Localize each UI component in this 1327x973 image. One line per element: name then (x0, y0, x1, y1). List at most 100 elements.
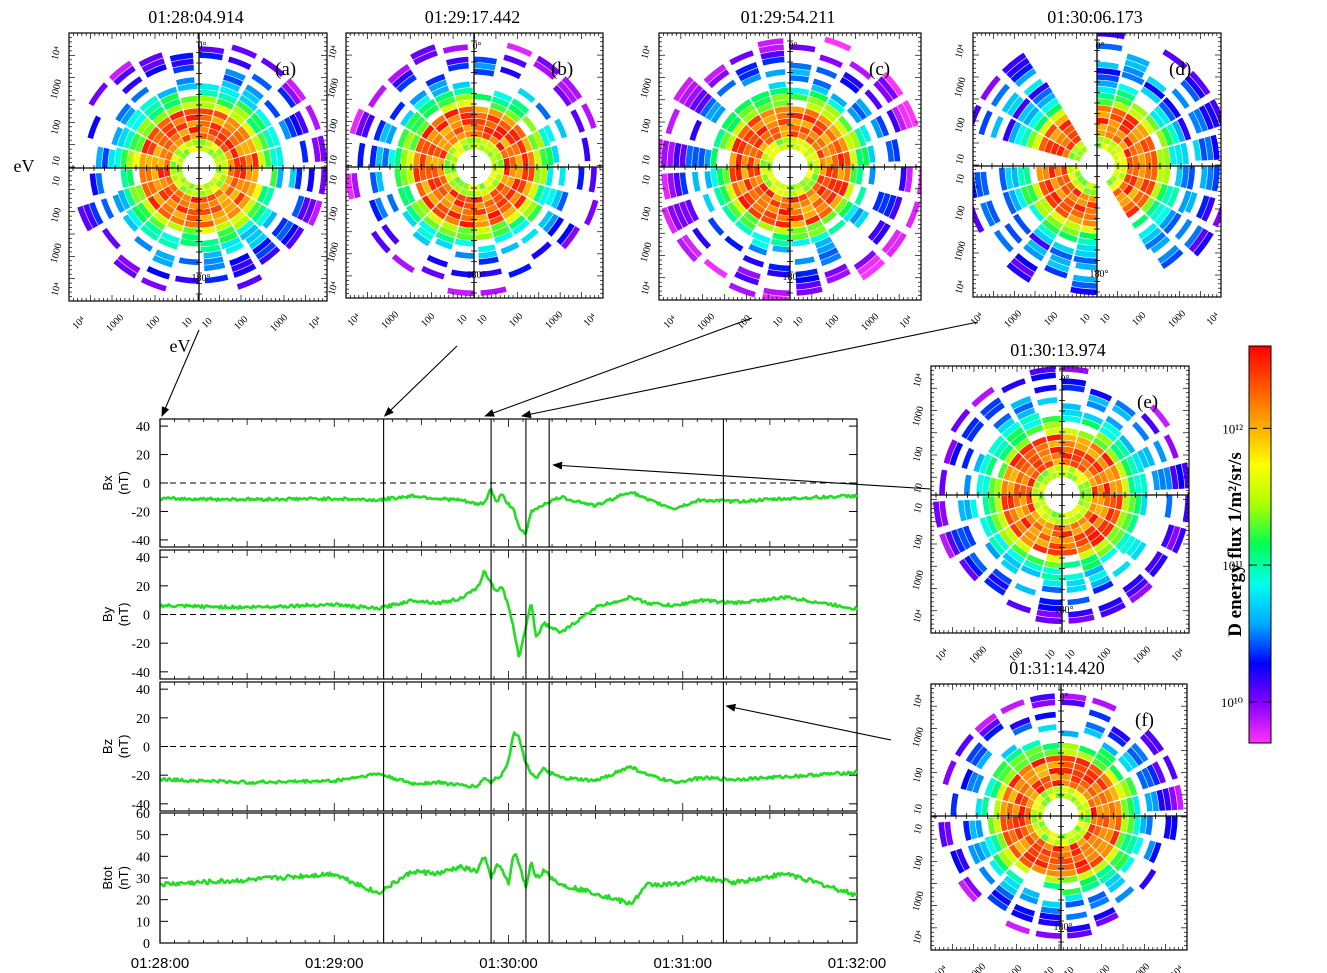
spectrum-cell (251, 135, 263, 152)
spectrum-cell (1154, 206, 1171, 226)
spectrum-cell (1160, 249, 1184, 269)
spectrum-cell (1025, 816, 1032, 826)
spectrum-cell (1127, 476, 1136, 494)
spectrum-cell (1045, 755, 1060, 763)
spectrum-cell (533, 167, 541, 184)
spectrum-cell (1009, 753, 1027, 768)
spectrum-cell (1038, 532, 1051, 542)
spectrum-cell (1100, 843, 1114, 859)
spectrum-cell (1126, 797, 1135, 815)
spectrum-cell (1079, 779, 1091, 790)
spectrum-cell (188, 126, 199, 134)
spectrum-cell (474, 202, 485, 210)
spectrum-cell (1114, 853, 1130, 872)
spectrum-cell (1035, 930, 1061, 939)
spectrum-cell (1048, 166, 1056, 179)
spectrum-cell (434, 90, 454, 103)
spectrum-cell (1054, 113, 1069, 127)
spectrum-cell (1001, 496, 1009, 511)
spectrum-cell (199, 139, 206, 146)
spectrum-cell (1012, 722, 1033, 736)
spectrum-cell (967, 844, 981, 865)
spectrum-cell (1097, 99, 1114, 107)
spectrum-cell (780, 131, 790, 138)
spectrum-cell (755, 175, 764, 185)
polar-spectrum-c (659, 36, 921, 300)
spectrum-cell (373, 119, 387, 141)
spectrum-cell (1097, 86, 1117, 95)
spectrum-cell (242, 198, 256, 214)
spectrum-cell (805, 214, 821, 226)
spectrum-cell (1041, 219, 1060, 235)
spectrum-cell (1019, 838, 1031, 850)
spectrum-cell (463, 202, 474, 210)
spectrum-cell (508, 128, 521, 142)
spectrum-cell (210, 204, 223, 214)
radial-tick-left: 10 (912, 823, 925, 836)
spectrum-cell (1055, 188, 1067, 200)
spectrum-cell (1098, 747, 1117, 763)
spectrum-cell (431, 85, 450, 98)
spectrum-cell (1027, 774, 1039, 786)
spectrum-cell (763, 287, 790, 296)
spectrum-cell (176, 168, 183, 174)
radial-tick-left: 10⁴ (912, 372, 926, 388)
spectrum-cell (1037, 603, 1062, 612)
spectrum-cell (1204, 102, 1220, 128)
spectrum-cell (1036, 609, 1062, 618)
spectrum-cell (760, 167, 767, 175)
spectrum-cell (773, 100, 789, 108)
spectrum-cell (1093, 437, 1109, 451)
y-tick-label: -40 (131, 534, 150, 549)
spectrum-cell (446, 114, 461, 125)
spectrum-cell (1106, 526, 1120, 542)
spectrum-cell (1172, 527, 1187, 554)
spectrum-cell (1008, 189, 1023, 212)
spectrum-cell (774, 106, 789, 114)
spectrum-cell (351, 173, 361, 199)
spectrum-cell (1096, 543, 1114, 558)
spectrum-cell (957, 527, 971, 550)
spectrum-cell (489, 188, 500, 198)
spectrum-cell (1078, 795, 1087, 804)
spectrum-cell (1145, 816, 1153, 836)
spectrum-cell (167, 220, 184, 232)
spectrum-cell (867, 145, 876, 163)
spectrum-cell (990, 115, 1004, 139)
spectrum-cell (153, 145, 163, 157)
spectrum-cell (1067, 596, 1090, 606)
spectrum-cell (1020, 826, 1030, 837)
spectrum-cell (790, 143, 796, 150)
spectrum-cell (421, 140, 432, 155)
spectrum-cell (229, 111, 245, 125)
spectrum-cell (1123, 184, 1134, 196)
spectrum-cell (255, 207, 272, 227)
spectrum-cell (1014, 124, 1027, 145)
spectrum-cell (1056, 176, 1066, 187)
spectrum-cell (1109, 113, 1124, 124)
spectrum-cell (1078, 828, 1087, 837)
spectrum-cell (1074, 469, 1083, 478)
radial-tick-left: 10 (954, 153, 967, 166)
spectrum-cell (846, 106, 862, 124)
spectrum-cell (1126, 53, 1150, 68)
spectrum-cell (1074, 858, 1089, 869)
radial-tick-bottom: 100 (1094, 963, 1112, 973)
angle-label-0: 0° (473, 41, 482, 52)
spectrum-cell (1010, 909, 1034, 923)
spectrum-cell (790, 75, 810, 83)
spectrum-cell (448, 136, 459, 146)
spectrum-cell (1088, 709, 1112, 723)
spectrum-cell (692, 146, 700, 167)
spectrum-cell (988, 572, 1010, 591)
series-line-Btot (159, 853, 858, 906)
spectrum-cell (407, 168, 415, 184)
spectrum-cell (153, 211, 169, 225)
radial-tick-bottom: 10 (475, 313, 490, 328)
spectrum-cell (421, 265, 445, 280)
spectrum-cell (790, 131, 799, 138)
spectrum-cell (1125, 776, 1138, 796)
spectrum-cell (747, 114, 762, 128)
spectrum-cell (1010, 395, 1032, 410)
spectrum-cell (435, 231, 455, 244)
